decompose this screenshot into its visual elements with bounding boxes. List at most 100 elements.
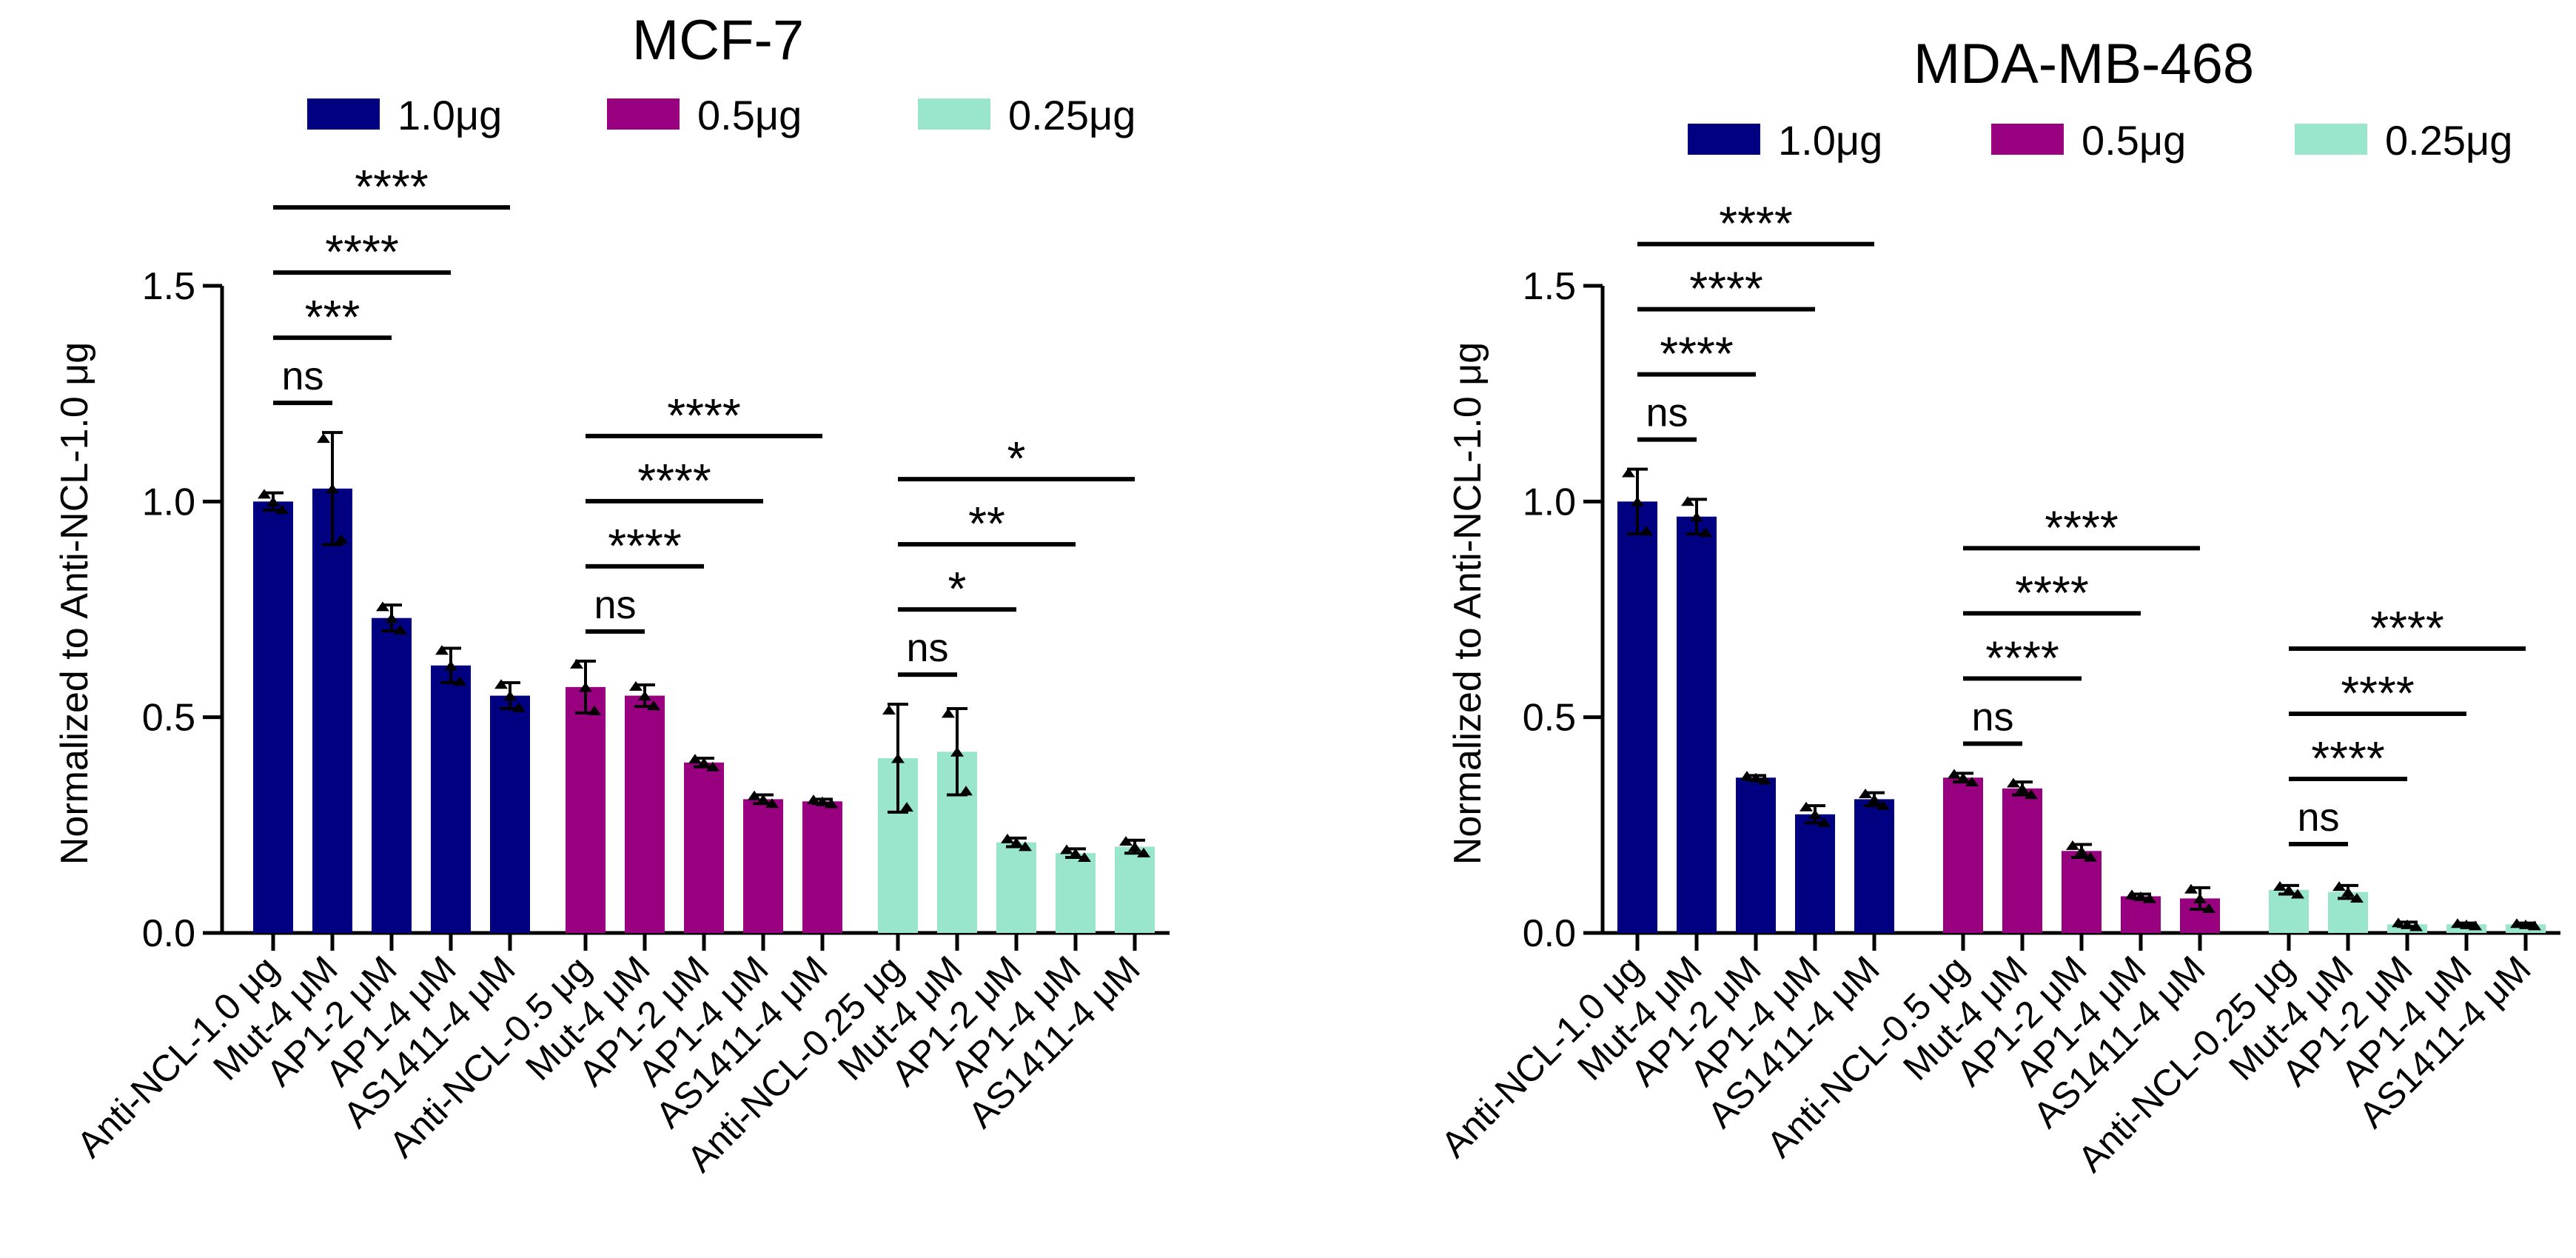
data-point xyxy=(1069,848,1082,858)
data-point xyxy=(807,794,820,805)
chart-title: MDA-MB-468 xyxy=(1913,33,2254,96)
data-point xyxy=(2409,921,2423,931)
data-point xyxy=(335,534,348,544)
bar xyxy=(490,695,530,933)
significance-label: **** xyxy=(355,160,429,213)
y-axis-label: Normalized to Anti-NCL-1.0 μg xyxy=(1446,342,1489,865)
data-point xyxy=(816,796,829,806)
significance-label: **** xyxy=(2015,566,2089,619)
y-tick-label: 0.0 xyxy=(142,912,195,955)
significance-label: **** xyxy=(667,389,741,442)
legend-swatch-2 xyxy=(2295,124,2367,155)
significance-label: **** xyxy=(2311,732,2385,785)
bar xyxy=(1795,814,1835,933)
legend-swatch-2 xyxy=(918,98,990,130)
significance-label: **** xyxy=(1719,197,1793,250)
data-point xyxy=(1948,769,1961,779)
legend-label-2: 0.25μg xyxy=(2385,117,2512,164)
data-point xyxy=(326,484,339,494)
data-point xyxy=(275,504,289,515)
y-tick-label: 1.5 xyxy=(1523,265,1576,308)
data-point xyxy=(2392,917,2405,928)
data-point xyxy=(900,802,913,812)
bar xyxy=(743,799,783,933)
data-point xyxy=(1868,794,1881,804)
data-point xyxy=(688,754,702,764)
data-point xyxy=(697,757,711,768)
y-tick-label: 1.0 xyxy=(142,481,195,523)
data-point xyxy=(1817,817,1831,827)
data-point xyxy=(2510,918,2523,929)
data-point xyxy=(757,794,770,804)
bar xyxy=(1854,799,1894,933)
data-point xyxy=(266,496,280,506)
legend-swatch-1 xyxy=(607,98,680,130)
data-point xyxy=(453,676,466,686)
significance-label: **** xyxy=(1689,262,1763,315)
data-point xyxy=(2519,919,2532,929)
data-point xyxy=(2066,840,2079,850)
data-point xyxy=(765,798,779,809)
data-point xyxy=(2332,881,2346,891)
significance-label: **** xyxy=(1660,327,1734,381)
bar xyxy=(684,762,724,933)
data-point xyxy=(1859,789,1872,799)
data-point xyxy=(1956,772,1970,783)
bar xyxy=(1677,516,1717,933)
data-point xyxy=(1119,836,1133,846)
data-point xyxy=(959,786,973,796)
legend-swatch-0 xyxy=(307,98,380,130)
data-point xyxy=(394,624,407,635)
data-point xyxy=(1137,847,1150,857)
data-point xyxy=(706,761,720,772)
chart-title: MCF-7 xyxy=(632,9,804,72)
data-point xyxy=(2273,880,2287,891)
data-point xyxy=(629,680,643,691)
legend-label-0: 1.0μg xyxy=(398,92,502,138)
significance-label: ns xyxy=(1646,391,1688,435)
y-tick-label: 0.5 xyxy=(1523,697,1576,740)
bar xyxy=(372,618,412,933)
data-point xyxy=(2528,920,2541,931)
significance-label: ns xyxy=(1971,695,2013,739)
data-point xyxy=(1699,527,1712,538)
data-point xyxy=(1001,833,1014,843)
significance-label: **** xyxy=(2045,501,2119,554)
data-point xyxy=(1876,800,1890,810)
data-point xyxy=(570,658,583,669)
bar xyxy=(1056,853,1096,933)
data-point xyxy=(2401,919,2414,929)
data-point xyxy=(588,705,601,715)
significance-label: **** xyxy=(1985,631,2059,684)
data-point xyxy=(2016,783,2029,794)
data-point xyxy=(317,433,330,444)
data-point xyxy=(2460,919,2473,929)
data-point xyxy=(1010,837,1023,848)
y-tick-label: 1.0 xyxy=(1523,481,1576,523)
data-point xyxy=(579,682,592,692)
data-point xyxy=(258,489,271,499)
significance-label: * xyxy=(1007,432,1026,485)
bar xyxy=(1736,777,1776,933)
data-point xyxy=(2469,920,2482,931)
data-point xyxy=(1690,512,1703,522)
data-point xyxy=(1749,772,1762,783)
data-point xyxy=(2451,918,2464,929)
data-point xyxy=(2282,885,2295,895)
data-point xyxy=(1622,467,1635,478)
data-point xyxy=(2125,889,2139,900)
data-point xyxy=(2202,903,2216,913)
data-point xyxy=(444,660,457,671)
bar xyxy=(625,695,665,933)
significance-label: **** xyxy=(608,519,682,572)
significance-label: **** xyxy=(637,454,711,507)
legend-label-1: 0.5μg xyxy=(2082,117,2186,164)
data-point xyxy=(1965,776,1979,786)
bar xyxy=(802,801,842,933)
bar xyxy=(2062,851,2102,933)
significance-label: * xyxy=(948,562,967,615)
chart-mda-mb-468: MDA-MB-468 1.0μg 0.5μg 0.25μg Normalized to … xyxy=(1433,33,2560,1180)
data-point xyxy=(2184,883,2198,894)
data-point xyxy=(825,798,838,809)
